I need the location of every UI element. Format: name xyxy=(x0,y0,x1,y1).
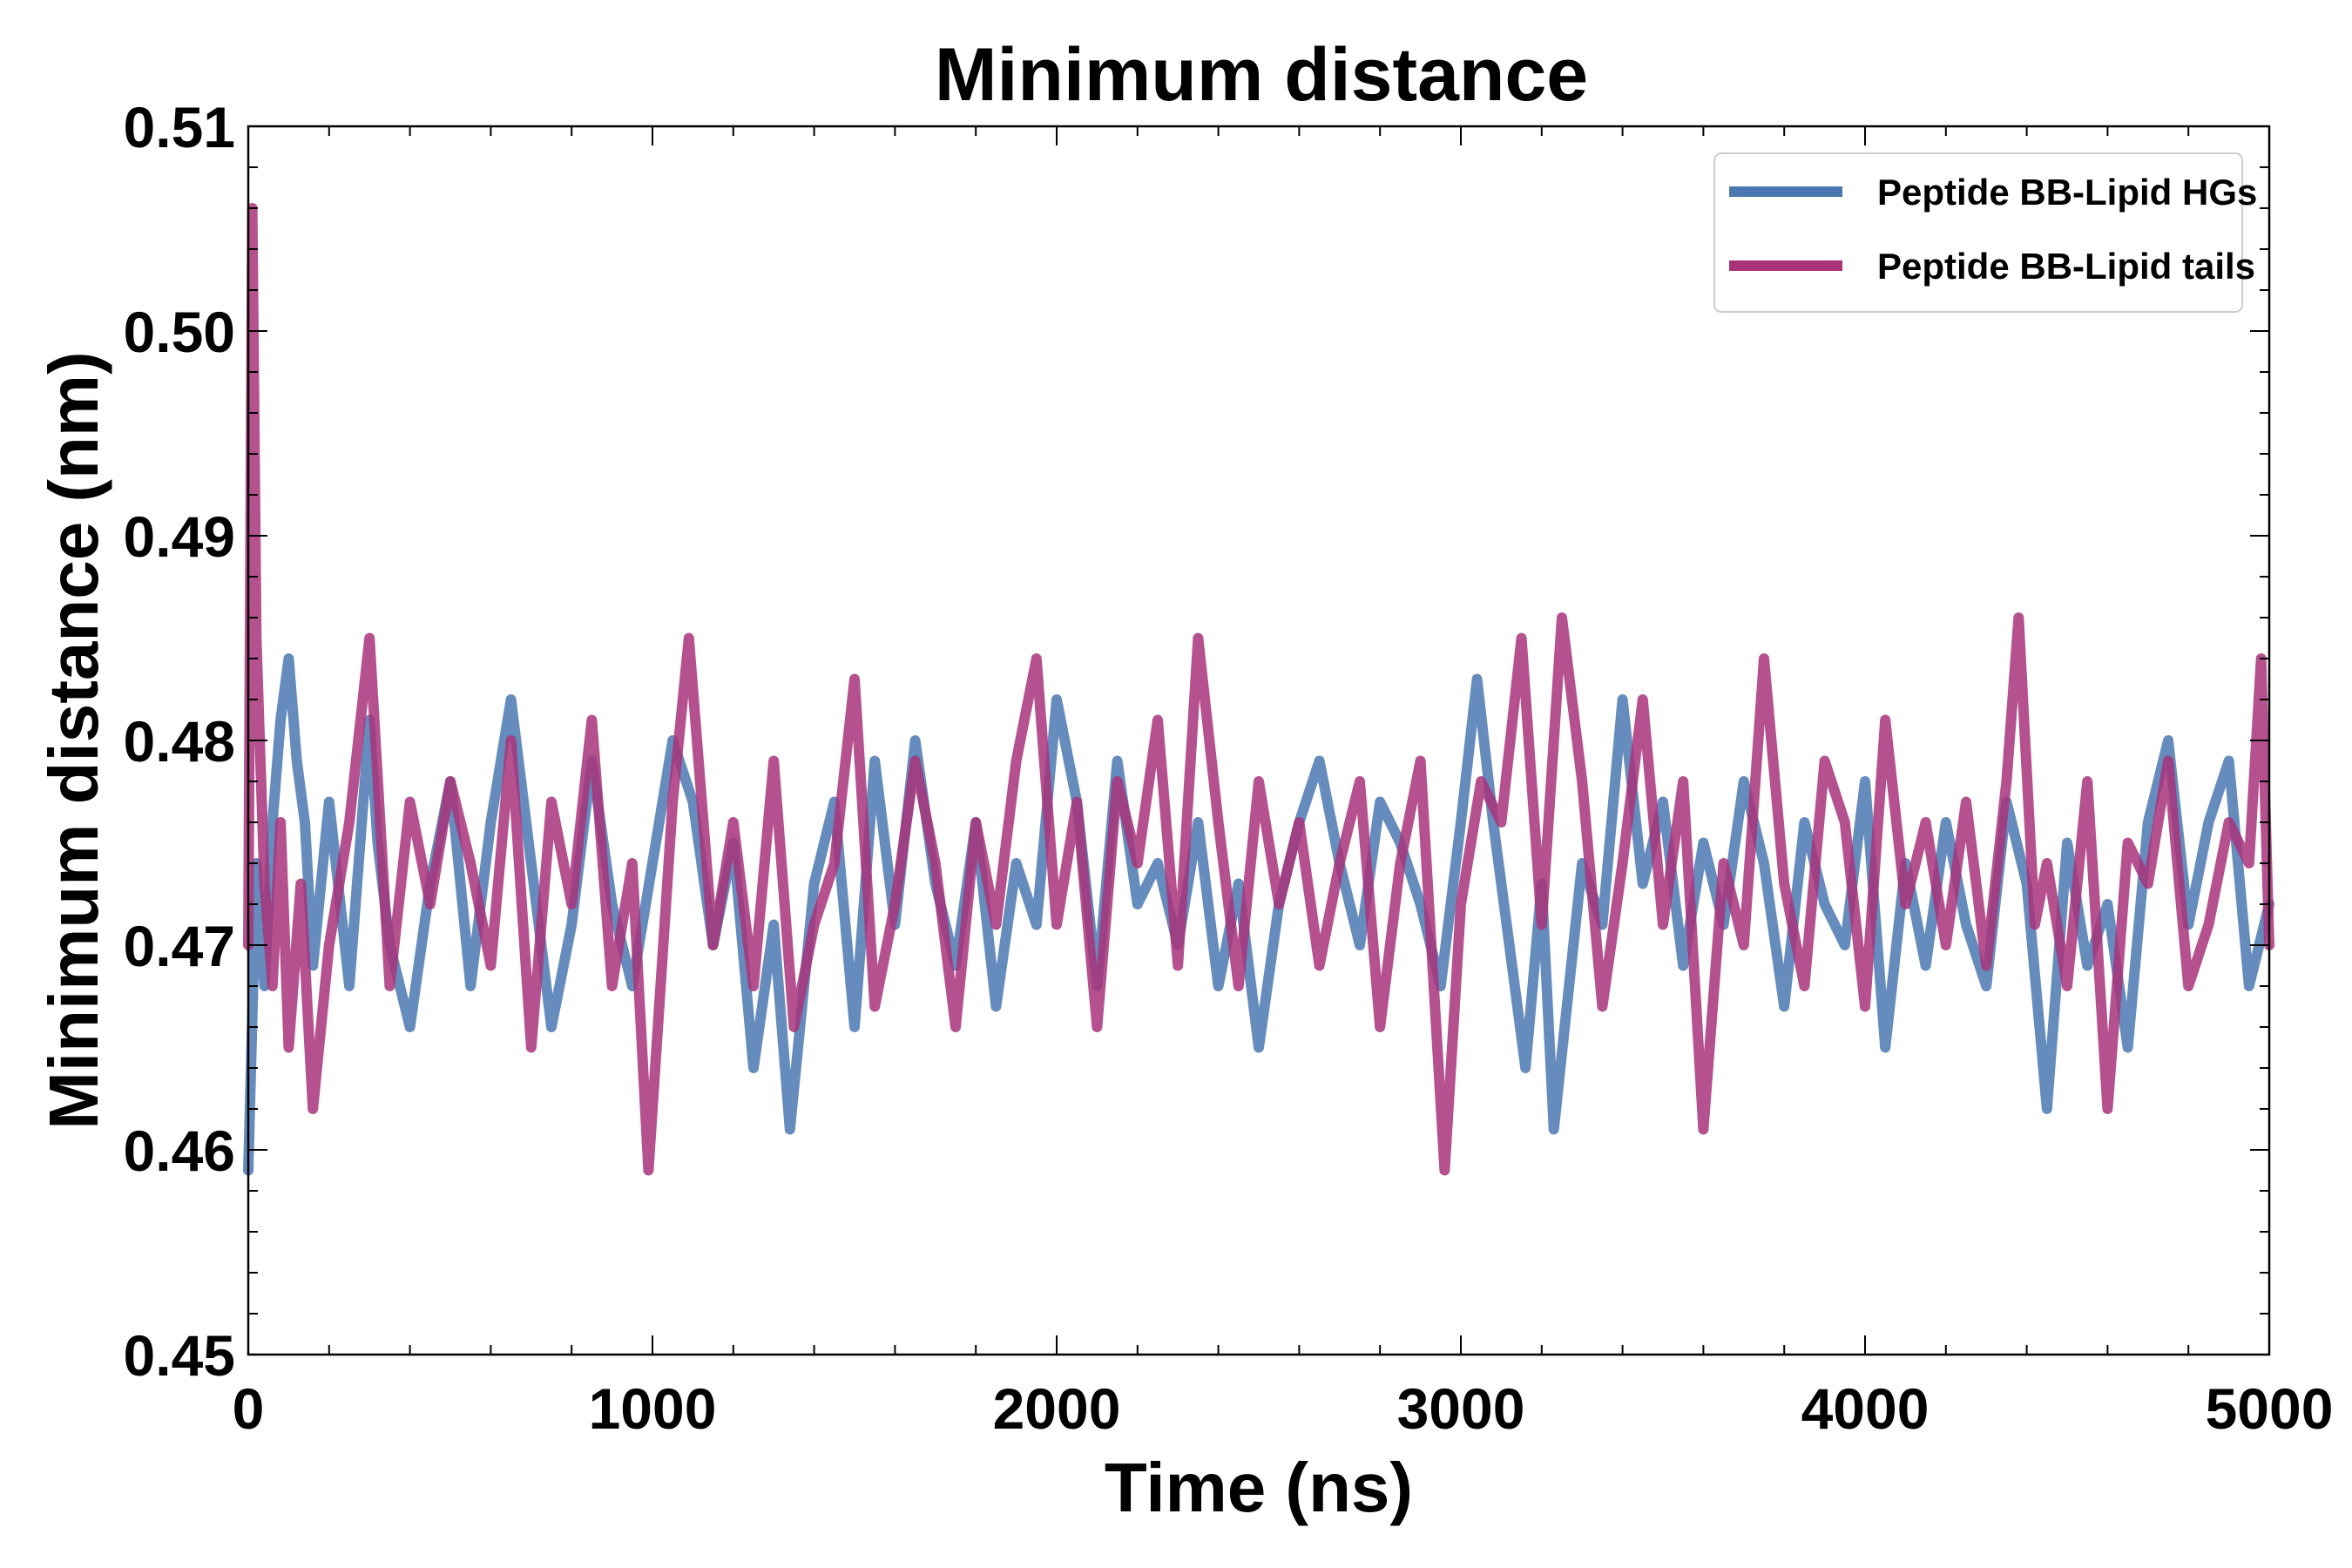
x-tick-label: 4000 xyxy=(1801,1376,1930,1441)
y-tick-label: 0.47 xyxy=(124,914,235,978)
legend-label-hgs: Peptide BB-Lipid HGs xyxy=(1877,172,2257,213)
legend-box xyxy=(1713,152,2243,313)
y-tick-label: 0.49 xyxy=(124,504,235,569)
x-tick-label: 2000 xyxy=(993,1376,1121,1441)
y-tick-label: 0.50 xyxy=(124,300,235,364)
y-tick-label: 0.51 xyxy=(124,95,235,159)
legend-label-tails: Peptide BB-Lipid tails xyxy=(1877,246,2255,287)
legend: Peptide BB-Lipid HGs Peptide BB-Lipid ta… xyxy=(1713,152,2257,313)
series-line-1 xyxy=(243,203,2274,1176)
axis-ticks: 0 1000 2000 3000 4000 5000 0.45 0.46 0.47 0.48 0.4… xyxy=(124,95,2334,1441)
x-axis-label: Time (ns) xyxy=(1105,1449,1413,1526)
y-tick-label: 0.46 xyxy=(124,1119,235,1183)
y-tick-label: 0.48 xyxy=(124,709,235,774)
chart-title: Minimum distance xyxy=(935,33,1588,117)
x-tick-label: 0 xyxy=(233,1376,265,1441)
x-tick-label: 3000 xyxy=(1397,1376,1525,1441)
series-line-0 xyxy=(243,653,2274,1176)
x-tick-label: 5000 xyxy=(2206,1376,2334,1441)
plot-lines xyxy=(243,203,2274,1176)
y-axis-label: Minimum distance (nm) xyxy=(35,351,112,1129)
x-tick-label: 1000 xyxy=(589,1376,717,1441)
y-tick-label: 0.45 xyxy=(124,1323,235,1388)
